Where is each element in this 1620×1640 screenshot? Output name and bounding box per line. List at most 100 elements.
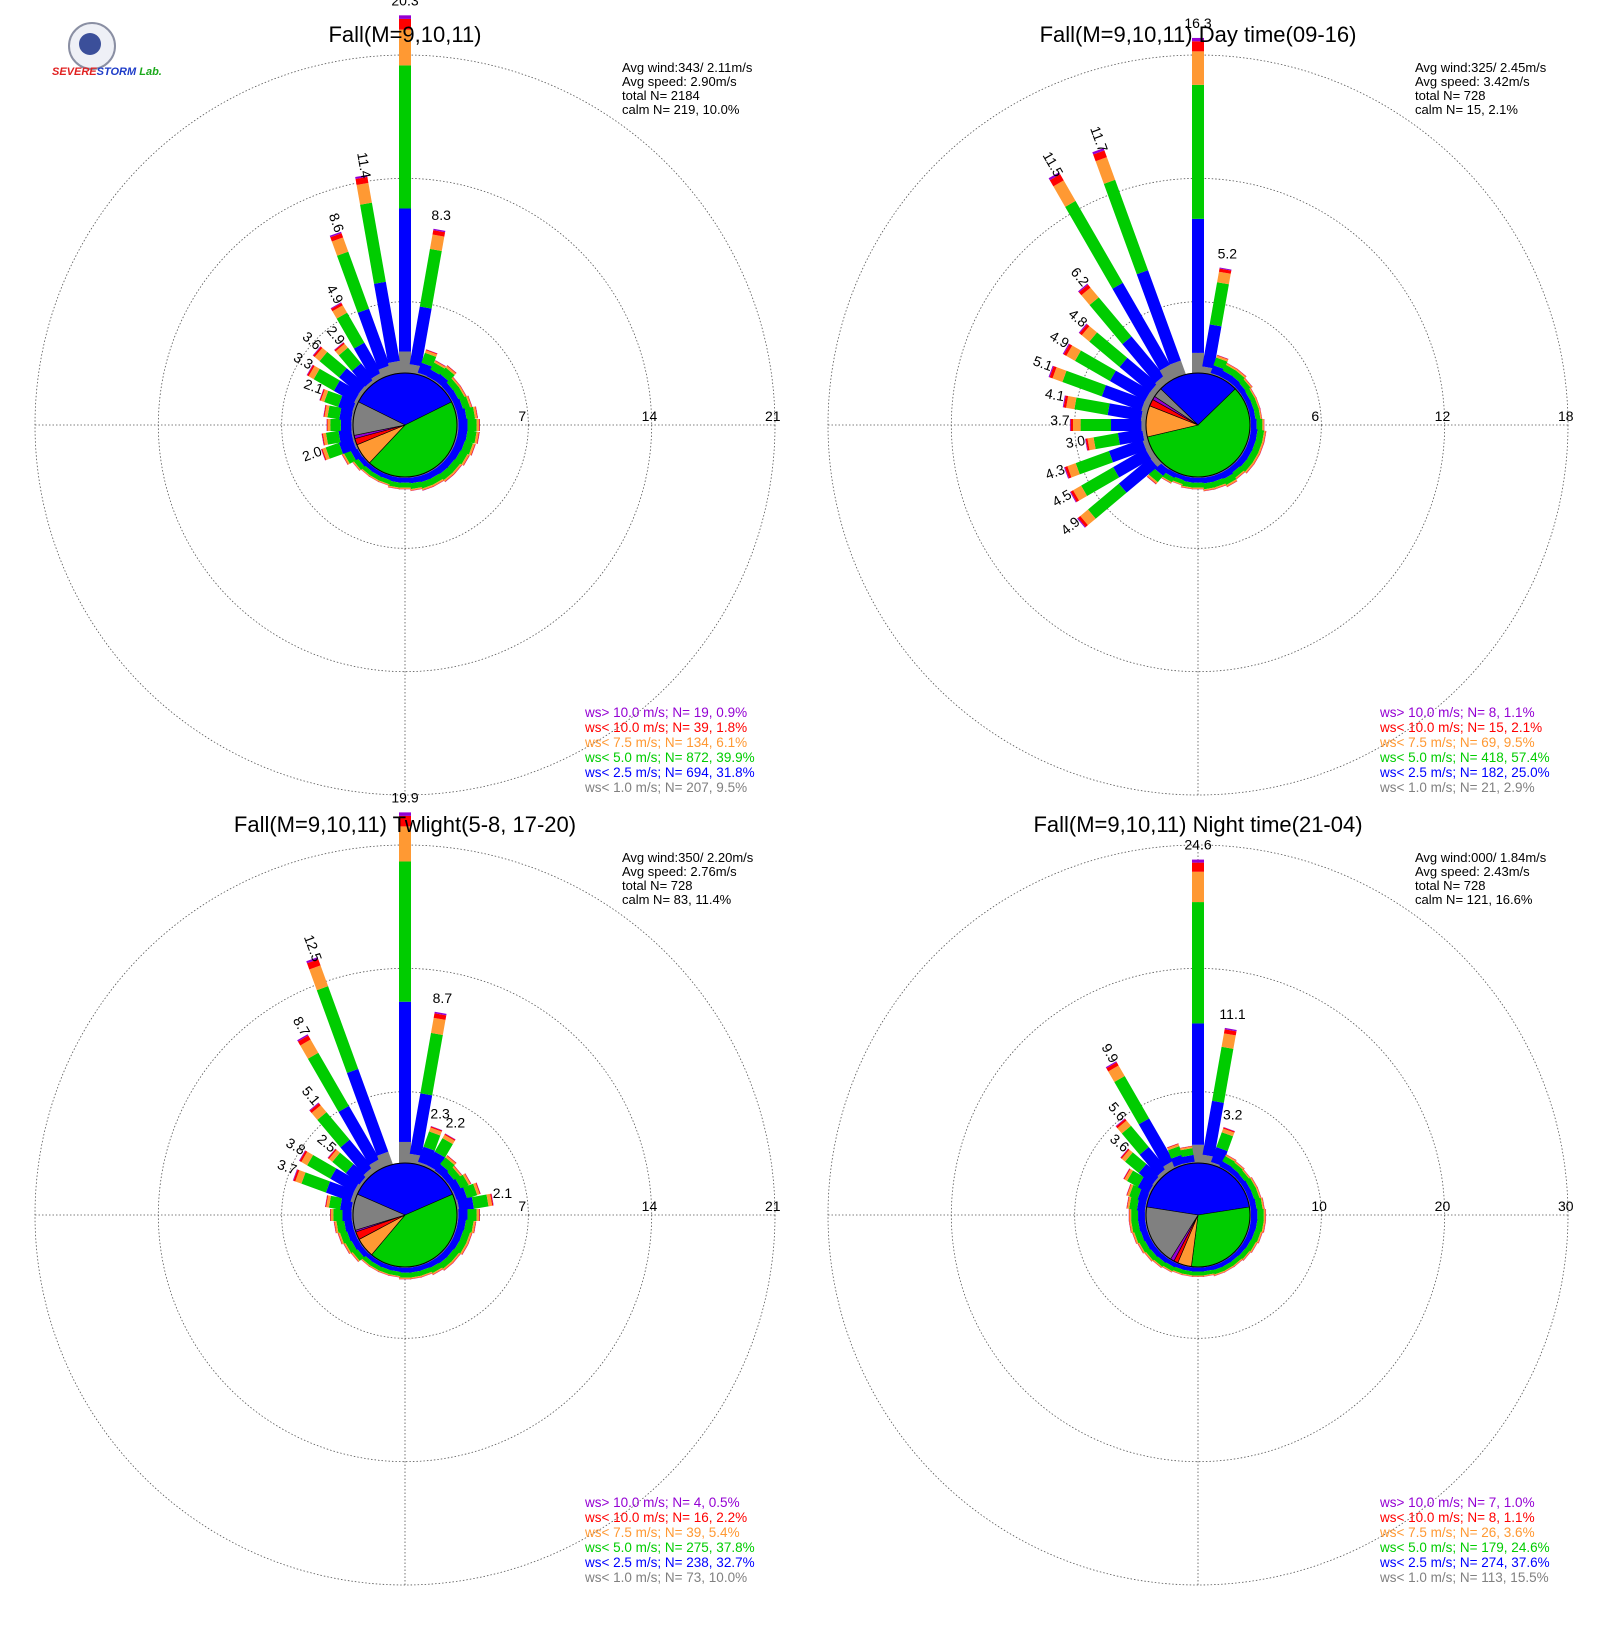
bar-segment-lt10 bbox=[319, 389, 325, 401]
ring-label: 18 bbox=[1558, 408, 1574, 424]
legend-entry: ws< 5.0 m/s; N= 179, 24.6% bbox=[1379, 1540, 1550, 1555]
bar-segment-lt5 bbox=[439, 467, 453, 481]
bar-segment-lt7_5 bbox=[1225, 1154, 1237, 1162]
bar-segment-lt10 bbox=[475, 406, 478, 419]
bar-segment-lt5 bbox=[307, 1052, 349, 1112]
bar-segment-lt5 bbox=[1244, 388, 1256, 402]
direction-bar bbox=[1092, 148, 1186, 379]
bar-segment-gt10 bbox=[453, 376, 461, 387]
bar-segment-lt10 bbox=[1079, 324, 1090, 336]
bar-segment-lt2_5 bbox=[1245, 1189, 1255, 1203]
bar-segment-lt7_5 bbox=[460, 1243, 468, 1255]
bar-segment-lt2_5 bbox=[1245, 399, 1255, 413]
chart-title: Fall(M=9,10,11) Night time(21-04) bbox=[1033, 812, 1362, 837]
bar-segment-lt2_5 bbox=[1138, 1163, 1160, 1185]
bar-segment-lt7_5 bbox=[1180, 1146, 1193, 1151]
bar-segment-lt10 bbox=[435, 360, 446, 367]
bar-segment-lt10 bbox=[1263, 1220, 1266, 1233]
bar-segment-gt10 bbox=[1233, 1259, 1244, 1268]
direction-bar bbox=[355, 174, 402, 375]
bar-segment-lt10 bbox=[1078, 284, 1091, 296]
bar-segment-gt10 bbox=[1180, 1145, 1192, 1148]
bar-segment-lt10 bbox=[293, 1169, 300, 1182]
bar-segment-lt5 bbox=[336, 1219, 347, 1233]
bar-segment-lt5 bbox=[1246, 449, 1259, 464]
bar-segment-lt10 bbox=[343, 1243, 350, 1255]
bar-segment-gt10 bbox=[306, 364, 314, 376]
bar-segment-lt10 bbox=[331, 302, 343, 312]
bar-segment-lt5 bbox=[1213, 357, 1228, 370]
bar-segment-gt10 bbox=[421, 1273, 433, 1278]
bar-segment-lt10 bbox=[1244, 377, 1253, 388]
bar-segment-lt10 bbox=[430, 1126, 443, 1132]
bar-segment-lt7_5 bbox=[443, 472, 454, 482]
bar-segment-lt10 bbox=[1077, 515, 1088, 528]
bar-segment-lt5 bbox=[434, 1138, 453, 1158]
bar-value-label: 5.2 bbox=[1218, 246, 1238, 262]
bar-segment-lt5 bbox=[447, 1167, 461, 1181]
bar-segment-lt7_5 bbox=[1171, 480, 1183, 486]
bar-segment-gt10 bbox=[1126, 1183, 1131, 1196]
bar-segment-lt10 bbox=[1235, 1161, 1245, 1170]
direction-bar bbox=[447, 1235, 469, 1256]
bar-segment-lt2_5 bbox=[338, 1105, 380, 1166]
bar-segment-lt10 bbox=[360, 468, 370, 477]
bar-segment-lt10 bbox=[478, 419, 480, 431]
bar-segment-lt7_5 bbox=[1232, 1258, 1243, 1267]
bar-segment-lt5 bbox=[419, 478, 434, 489]
bar-segment-gt10 bbox=[447, 365, 457, 373]
bar-segment-lt7_5 bbox=[1250, 1241, 1258, 1253]
bar-segment-lt2_5 bbox=[1181, 1154, 1195, 1164]
bar-segment-lt7_5 bbox=[1073, 485, 1088, 501]
bar-segment-gt10 bbox=[1254, 453, 1261, 465]
chart-title: Fall(M=9,10,11) Day time(09-16) bbox=[1040, 22, 1357, 47]
bar-segment-gt10 bbox=[1223, 1126, 1235, 1132]
bar-segment-lt7_5 bbox=[1087, 437, 1096, 451]
bar-segment-lt2_5 bbox=[1202, 1100, 1224, 1157]
bar-segment-lt10 bbox=[297, 1035, 311, 1046]
direction-bar bbox=[399, 15, 411, 373]
bar-segment-lt7_5 bbox=[1066, 396, 1077, 410]
bar-segment-lt5 bbox=[409, 1270, 422, 1278]
bar-segment-lt5 bbox=[440, 1157, 455, 1172]
bar-segment-lt5 bbox=[1192, 84, 1204, 219]
direction-bar bbox=[1078, 283, 1170, 390]
legend-entry: ws< 10.0 m/s; N= 16, 2.2% bbox=[584, 1510, 747, 1525]
bar-segment-lt5 bbox=[319, 351, 347, 378]
bar-segment-lt7_5 bbox=[360, 467, 371, 477]
bar-segment-gt10 bbox=[471, 444, 476, 456]
bar-segment-lt10 bbox=[1233, 1259, 1244, 1268]
bar-segment-lt7_5 bbox=[1221, 1033, 1236, 1049]
bar-segment-lt5 bbox=[378, 1266, 392, 1275]
bar-segment-gt10 bbox=[1260, 407, 1263, 420]
lab-name-text: SEVERESTORM Lab. bbox=[52, 66, 162, 78]
bar-value-label: 12.5 bbox=[301, 933, 325, 964]
bar-segment-lt10 bbox=[1226, 362, 1238, 370]
bar-segment-lt5 bbox=[333, 1209, 343, 1221]
bar-segment-lt5 bbox=[399, 65, 411, 209]
bar-segment-lt1 bbox=[350, 428, 355, 441]
bar-segment-lt1 bbox=[351, 1199, 355, 1212]
bar-segment-gt10 bbox=[454, 1165, 463, 1175]
bar-segment-lt1 bbox=[1141, 419, 1147, 431]
direction-bar bbox=[298, 1150, 363, 1195]
bar-segment-lt5 bbox=[454, 450, 468, 465]
bar-segment-lt2_5 bbox=[357, 308, 390, 370]
bar-segment-gt10 bbox=[330, 302, 342, 309]
legend-entry: ws> 10.0 m/s; N= 8, 1.1% bbox=[1379, 705, 1535, 720]
bar-segment-lt7_5 bbox=[1258, 408, 1262, 421]
bar-segment-lt10 bbox=[360, 1258, 370, 1267]
bar-segment-lt5 bbox=[1127, 1170, 1144, 1188]
bar-segment-lt7_5 bbox=[431, 1267, 443, 1275]
bar-segment-lt7_5 bbox=[1181, 1273, 1194, 1277]
bar-segment-lt10 bbox=[341, 454, 349, 465]
direction-bar bbox=[1048, 172, 1178, 383]
ring-label: 12 bbox=[1435, 408, 1451, 424]
stat-line: Avg speed: 3.42m/s bbox=[1415, 74, 1530, 89]
bar-segment-lt10 bbox=[1180, 486, 1193, 490]
bar-segment-lt7_5 bbox=[1067, 463, 1080, 478]
bar-segment-lt10 bbox=[327, 1148, 337, 1159]
bar-segment-lt2_5 bbox=[1192, 1023, 1204, 1145]
direction-bar bbox=[306, 364, 363, 405]
